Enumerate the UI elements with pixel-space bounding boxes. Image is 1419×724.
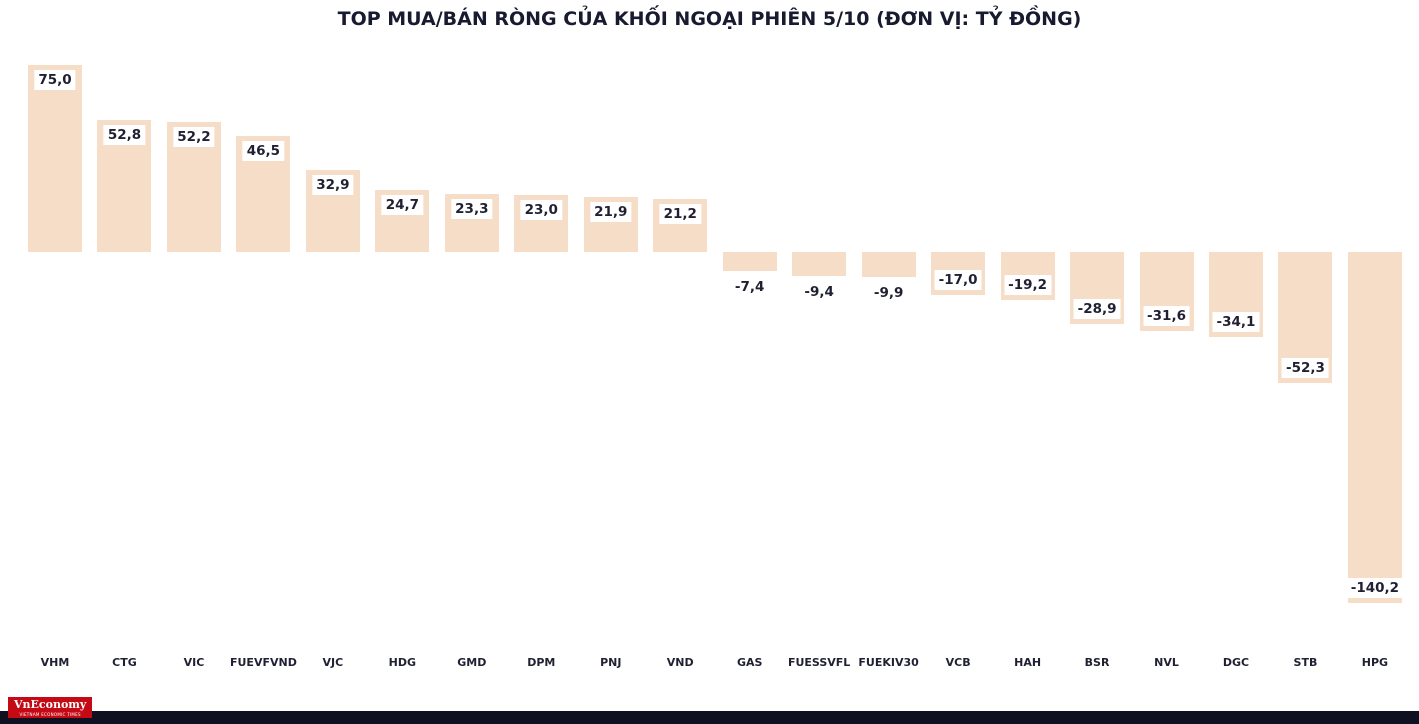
footer-bar [0, 711, 1419, 724]
x-label-PNJ: PNJ [600, 656, 622, 669]
x-label-STB: STB [1293, 656, 1318, 669]
chart-title: TOP MUA/BÁN RÒNG CỦA KHỐI NGOẠI PHIÊN 5/… [337, 8, 1082, 30]
value-label-VHM: 75,0 [34, 69, 76, 90]
value-label-DPM: 23,0 [520, 199, 562, 220]
bar-HPG [1347, 252, 1402, 603]
value-label-STB: -52,3 [1281, 357, 1329, 378]
value-label-FUESSVFL: -9,4 [800, 281, 838, 302]
x-label-VND: VND [666, 656, 694, 669]
vneconomy-logo: VnEconomy VIETNAM ECONOMIC TIMES [8, 697, 93, 718]
value-label-HDG: 24,7 [381, 195, 423, 216]
value-label-VND: 21,2 [659, 204, 701, 225]
value-label-FUEKIV30: -9,9 [869, 282, 908, 303]
bar-VHM [28, 64, 82, 252]
value-label-HAH: -19,2 [1004, 275, 1052, 296]
x-label-CTG: CTG [112, 656, 137, 669]
x-label-VIC: VIC [183, 656, 205, 669]
value-label-DGC: -34,1 [1212, 312, 1260, 333]
value-label-VJC: 32,9 [312, 174, 354, 195]
value-label-PNJ: 21,9 [590, 202, 632, 223]
bar-FUEKIV30 [861, 252, 916, 277]
value-label-NVL: -31,6 [1143, 306, 1190, 327]
x-label-HPG: HPG [1361, 656, 1389, 669]
x-label-DGC: DGC [1222, 656, 1250, 669]
x-label-FUESSVFL: FUESSVFL [787, 656, 851, 669]
x-label-VCB: VCB [945, 656, 971, 669]
x-label-DPM: DPM [527, 656, 556, 669]
value-label-GMD: 23,3 [451, 198, 493, 219]
x-label-FUEVFVND: FUEVFVND [229, 656, 297, 669]
vneconomy-logo-text: VnEconomy [14, 698, 87, 712]
value-label-FUEVFVND: 46,5 [242, 140, 285, 161]
x-label-VHM: VHM [40, 656, 70, 669]
x-label-HAH: HAH [1014, 656, 1042, 669]
x-label-VJC: VJC [322, 656, 344, 669]
bar-FUESSVFL [792, 252, 847, 276]
value-label-BSR: -28,9 [1073, 299, 1121, 320]
value-label-HPG: -140,2 [1346, 577, 1404, 598]
x-label-GAS: GAS [736, 656, 763, 669]
value-label-VCB: -17,0 [934, 269, 982, 290]
value-label-VIC: 52,2 [173, 126, 215, 147]
x-label-FUEKIV30: FUEKIV30 [858, 656, 919, 669]
x-label-BSR: BSR [1084, 656, 1110, 669]
vneconomy-logo-tagline: VIETNAM ECONOMIC TIMES [19, 712, 81, 717]
x-label-NVL: NVL [1154, 656, 1179, 669]
value-label-GAS: -7,4 [730, 276, 769, 297]
x-label-GMD: GMD [457, 656, 487, 669]
bar-GAS [722, 252, 777, 271]
value-label-CTG: 52,8 [103, 125, 146, 146]
x-label-HDG: HDG [388, 656, 417, 669]
